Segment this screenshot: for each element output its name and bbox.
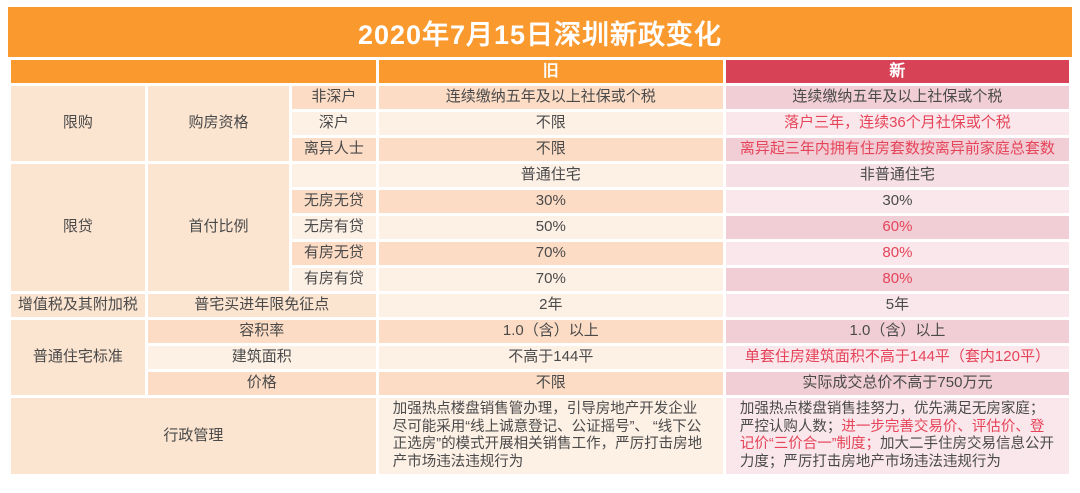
old-value: 50% [378, 216, 723, 239]
old-value: 不高于144平 [378, 346, 723, 369]
new-value: 单套住房建筑面积不高于144平（套内120平） [725, 346, 1069, 369]
label-price: 价格 [147, 372, 376, 395]
old-value: 70% [378, 268, 723, 291]
sublabel-has-house-has-loan: 有房有贷 [292, 268, 376, 291]
sublabel-no-house-has-loan: 无房有贷 [292, 216, 376, 239]
column-header-old: 旧 [378, 60, 723, 83]
table-row: 限购 购房资格 非深户 连续缴纳五年及以上社保或个税 连续缴纳五年及以上社保或个… [11, 86, 1069, 161]
table-row: 建筑面积 不高于144平 单套住房建筑面积不高于144平（套内120平） [11, 346, 1069, 369]
table-header-row: 旧 新 [11, 60, 1069, 83]
old-value: 不限 [378, 112, 723, 135]
old-value: 普通住宅 [378, 164, 723, 187]
table-row: 无房有贷 50% 60% [11, 216, 1069, 239]
table-row: 无房无贷 30% 30% [11, 190, 1069, 213]
table-row: 离异人士 不限 离异起三年内拥有住房套数按离异前家庭总套数 [11, 138, 1069, 161]
label-plot-ratio: 容积率 [147, 320, 376, 343]
sublabel-empty [292, 164, 376, 187]
category-ordinary-housing-standard: 普通住宅标准 [11, 320, 145, 395]
new-value-admin: 加强热点楼盘销售挂努力，优先满足无房家庭；严控认购人数；进一步完善交易价、评估价… [725, 398, 1069, 474]
page-title: 2020年7月15日深圳新政变化 [8, 7, 1072, 57]
table-row: 有房无贷 70% 80% [11, 242, 1069, 265]
table-row: 普通住宅标准 容积率 1.0（含）以上 1.0（含）以上 [11, 320, 1069, 395]
category-administration: 行政管理 [11, 398, 376, 474]
table-row: 价格 不限 实际成交总价不高于750万元 [11, 372, 1069, 395]
old-value: 不限 [378, 372, 723, 395]
category-vat: 增值税及其附加税 [11, 294, 145, 317]
old-value: 30% [378, 190, 723, 213]
new-value: 连续缴纳五年及以上社保或个税 [725, 86, 1069, 109]
old-value: 2年 [378, 294, 723, 317]
new-value: 1.0（含）以上 [725, 320, 1069, 343]
policy-comparison-table: 旧 新 限购 购房资格 非深户 连续缴纳五年及以上社保或个税 连续缴纳五年及以上… [8, 57, 1072, 477]
new-value: 离异起三年内拥有住房套数按离异前家庭总套数 [725, 138, 1069, 161]
table-row: 行政管理 加强热点楼盘销售管办理，引导房地产开发企业尽可能采用“线上诚意登记、公… [11, 398, 1069, 474]
header-spacer [11, 60, 376, 83]
table-row: 限贷 首付比例 普通住宅 非普通住宅 [11, 164, 1069, 291]
new-value: 非普通住宅 [725, 164, 1069, 187]
old-value: 连续缴纳五年及以上社保或个税 [378, 86, 723, 109]
old-value: 不限 [378, 138, 723, 161]
sublabel-divorced: 离异人士 [292, 138, 376, 161]
sublabel-has-house-no-loan: 有房无贷 [292, 242, 376, 265]
sublabel-non-local: 非深户 [292, 86, 376, 109]
new-value: 30% [725, 190, 1069, 213]
table-row: 增值税及其附加税 普宅买进年限免征点 2年 5年 [11, 294, 1069, 317]
category-purchase-limit: 限购 [11, 86, 145, 161]
new-value: 落户三年，连续36个月社保或个税 [725, 112, 1069, 135]
label-purchase-qualification: 购房资格 [147, 86, 290, 161]
label-vat-exemption: 普宅买进年限免征点 [147, 294, 376, 317]
table-row: 深户 不限 落户三年，连续36个月社保或个税 [11, 112, 1069, 135]
new-value: 80% [725, 242, 1069, 265]
sublabel-local: 深户 [292, 112, 376, 135]
new-value: 80% [725, 268, 1069, 291]
old-value-admin: 加强热点楼盘销售管办理，引导房地产开发企业尽可能采用“线上诚意登记、公证摇号”、… [378, 398, 723, 474]
category-loan-limit: 限贷 [11, 164, 145, 291]
old-value: 70% [378, 242, 723, 265]
new-value: 实际成交总价不高于750万元 [725, 372, 1069, 395]
table-row: 有房有贷 70% 80% [11, 268, 1069, 291]
sublabel-no-house-no-loan: 无房无贷 [292, 190, 376, 213]
label-floor-area: 建筑面积 [147, 346, 376, 369]
label-downpayment-ratio: 首付比例 [147, 164, 290, 291]
new-value: 60% [725, 216, 1069, 239]
new-value: 5年 [725, 294, 1069, 317]
old-value: 1.0（含）以上 [378, 320, 723, 343]
column-header-new: 新 [725, 60, 1069, 83]
